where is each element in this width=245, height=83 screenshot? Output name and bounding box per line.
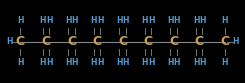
Text: H: H: [167, 16, 174, 25]
Text: H: H: [97, 58, 103, 67]
Text: H: H: [97, 16, 103, 25]
Text: C: C: [195, 35, 204, 48]
Text: H: H: [199, 16, 205, 25]
Text: C: C: [144, 35, 153, 48]
Text: H: H: [173, 58, 180, 67]
Text: H: H: [65, 58, 72, 67]
Text: C: C: [220, 35, 229, 48]
Text: H: H: [232, 37, 239, 46]
Text: H: H: [142, 16, 148, 25]
Text: H: H: [116, 58, 123, 67]
Text: H: H: [221, 58, 228, 67]
Text: C: C: [16, 35, 25, 48]
Text: H: H: [71, 16, 78, 25]
Text: H: H: [40, 16, 46, 25]
Text: H: H: [46, 58, 52, 67]
Text: H: H: [193, 58, 199, 67]
Text: H: H: [6, 37, 13, 46]
Text: C: C: [118, 35, 127, 48]
Text: H: H: [193, 16, 199, 25]
Text: C: C: [169, 35, 178, 48]
Text: H: H: [122, 58, 129, 67]
Text: H: H: [148, 58, 154, 67]
Text: H: H: [65, 16, 72, 25]
Text: H: H: [17, 58, 24, 67]
Text: H: H: [17, 16, 24, 25]
Text: H: H: [40, 58, 46, 67]
Text: H: H: [221, 16, 228, 25]
Text: H: H: [173, 16, 180, 25]
Text: H: H: [199, 58, 205, 67]
Text: H: H: [116, 16, 123, 25]
Text: C: C: [92, 35, 101, 48]
Text: H: H: [91, 58, 97, 67]
Text: H: H: [167, 58, 174, 67]
Text: C: C: [41, 35, 50, 48]
Text: C: C: [67, 35, 76, 48]
Text: H: H: [148, 16, 154, 25]
Text: H: H: [122, 16, 129, 25]
Text: H: H: [142, 58, 148, 67]
Text: H: H: [71, 58, 78, 67]
Text: H: H: [91, 16, 97, 25]
Text: H: H: [46, 16, 52, 25]
